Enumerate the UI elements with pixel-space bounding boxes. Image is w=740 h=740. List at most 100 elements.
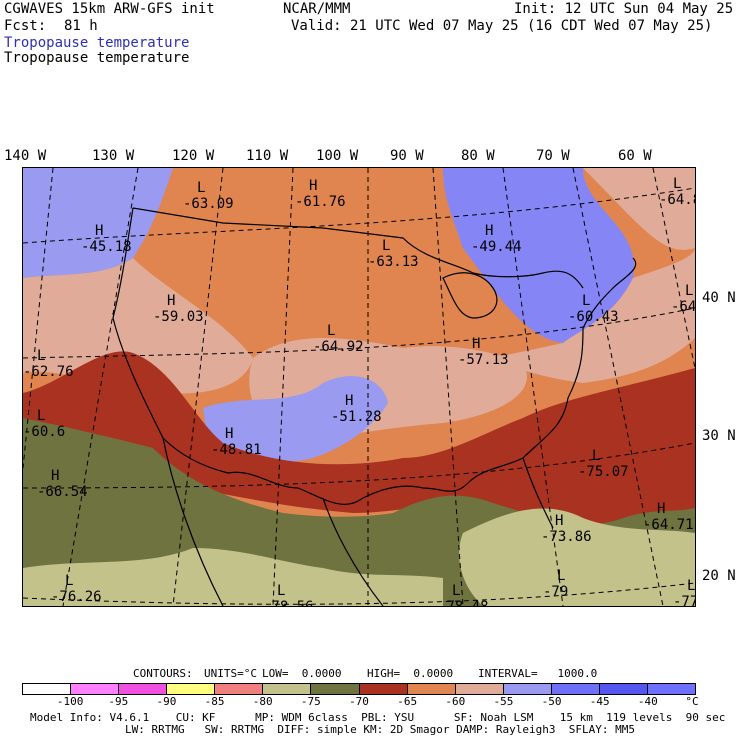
low-center: L -78.56 (263, 583, 314, 607)
forecast-hour: 81 h (64, 18, 98, 34)
colorbar-tick-label: -55 (493, 695, 514, 708)
colorbar-tick-label: -90 (156, 695, 177, 708)
colorbar-tick-label: °C (685, 695, 699, 708)
low-center: L-77.8 (673, 578, 696, 607)
grid-line (652, 168, 695, 369)
colorbar-swatch (359, 684, 408, 694)
field-purple-central (203, 375, 388, 463)
center-value: -64.71 (643, 517, 694, 533)
center-letter: L (197, 180, 206, 196)
lon-label: 120 W (172, 148, 215, 164)
field-salmon-nw (23, 258, 253, 394)
low-center: L -60.6 (23, 408, 65, 440)
center-value: -77.8 (673, 594, 695, 607)
low-center: L -64.92 (313, 323, 364, 355)
high-center: H -59.03 (153, 293, 204, 325)
lat-label: 20 N (702, 568, 736, 584)
high-center: H -57.13 (458, 336, 509, 368)
lat-label: 30 N (702, 428, 736, 444)
center-value: -62.76 (23, 364, 74, 380)
center-letter: H (95, 223, 104, 239)
center-value: -63.13 (368, 254, 419, 270)
low-center: L -63.13 (368, 238, 419, 270)
colorbar-swatch (503, 684, 552, 694)
model-title: CGWAVES 15km ARW-GFS init (4, 1, 215, 17)
model-info-line: Model Info: V4.6.1 CU: KF MP: WDM 6class… (30, 711, 726, 724)
grid-line (432, 168, 464, 606)
colorbar-swatch (455, 684, 504, 694)
gulf-coast (322, 497, 384, 606)
colorbar-tick-label: -65 (397, 695, 418, 708)
grid-line (272, 168, 294, 606)
colorbar-swatch (311, 684, 360, 694)
center-value: -63.09 (183, 196, 234, 212)
low-center: L -79 (543, 568, 568, 600)
contours-high: HIGH= 0.0000 (367, 667, 454, 680)
center-letter: L (592, 448, 601, 464)
center-letter: L (452, 583, 461, 599)
low-center: L -76.26 (51, 573, 102, 605)
high-center: H -51.28 (331, 393, 382, 425)
low-center: L -62.76 (23, 348, 74, 380)
center-letter: H (309, 178, 318, 194)
lon-label: 80 W (461, 148, 495, 164)
colorbar-swatch (263, 684, 312, 694)
high-center: H -73.86 (541, 513, 592, 545)
colorbar-swatch (23, 684, 72, 694)
grid-line (23, 582, 695, 605)
low-center: L-64.8 (659, 176, 695, 208)
tropopause-temperature-map: L -63.09 H -61.76 H -45.18 H -49.44 L -63.13 H -59.… (22, 167, 696, 607)
colorbar-tick-label: -80 (252, 695, 273, 708)
center-value: -61.76 (295, 194, 346, 210)
field-khaki-sw (23, 548, 443, 606)
low-center: L -78.48 (438, 583, 489, 607)
center-value: -64.8 (659, 192, 695, 208)
contours-low: LOW= 0.0000 (262, 667, 342, 680)
center-value: -73.86 (541, 529, 592, 545)
low-center: L -63.09 (183, 180, 234, 212)
high-center: H -66.54 (37, 468, 88, 500)
contours-units: UNITS=°C (204, 667, 257, 680)
low-center: L -60.43 (568, 293, 619, 325)
valid-time: Valid: 21 UTC Wed 07 May 25 (16 CDT Wed … (291, 18, 713, 34)
center-letter: L (37, 408, 46, 424)
field-title-primary: Tropopause temperature (4, 35, 190, 51)
center-value: -60.43 (568, 309, 619, 325)
center-letter: H (555, 513, 564, 529)
init-time: Init: 12 UTC Sun 04 May 25 (514, 1, 734, 17)
center-value: -60.6 (23, 424, 66, 440)
colorbar-swatch (167, 684, 216, 694)
center-letter: H (51, 468, 60, 484)
colorbar-swatch (407, 684, 456, 694)
great-lakes (442, 272, 498, 319)
center-value: -78.48 (438, 599, 489, 607)
colorbar-swatch (215, 684, 264, 694)
center-letter: H (472, 336, 481, 352)
center-letter: L (685, 283, 694, 299)
colorbar-tick-label: -45 (589, 695, 610, 708)
center-letter: H (167, 293, 176, 309)
high-center: H -45.18 (81, 223, 132, 255)
org-label: NCAR/MMM (283, 1, 351, 17)
lon-label: 100 W (316, 148, 359, 164)
center-letter: L (382, 238, 391, 254)
high-center: H -48.81 (211, 426, 262, 458)
center-value: -49.44 (471, 239, 522, 255)
lon-label: 140 W (4, 148, 47, 164)
center-letter: L (557, 568, 566, 584)
grid-line (23, 307, 695, 359)
center-letter: H (657, 501, 666, 517)
center-value: -78.56 (263, 599, 314, 607)
center-letter: H (225, 426, 234, 442)
high-center: H -64.71 (643, 501, 694, 533)
colorbar-swatch (551, 684, 600, 694)
center-letter: L (327, 323, 336, 339)
colorbar-tick-label: -60 (445, 695, 466, 708)
colorbar-swatch (599, 684, 649, 694)
center-value: -64.92 (313, 339, 364, 355)
center-value: -59.03 (153, 309, 204, 325)
grid-line (23, 187, 695, 244)
lon-label: 90 W (390, 148, 424, 164)
lat-label: 40 N (702, 290, 736, 306)
center-letter: L (687, 578, 696, 594)
